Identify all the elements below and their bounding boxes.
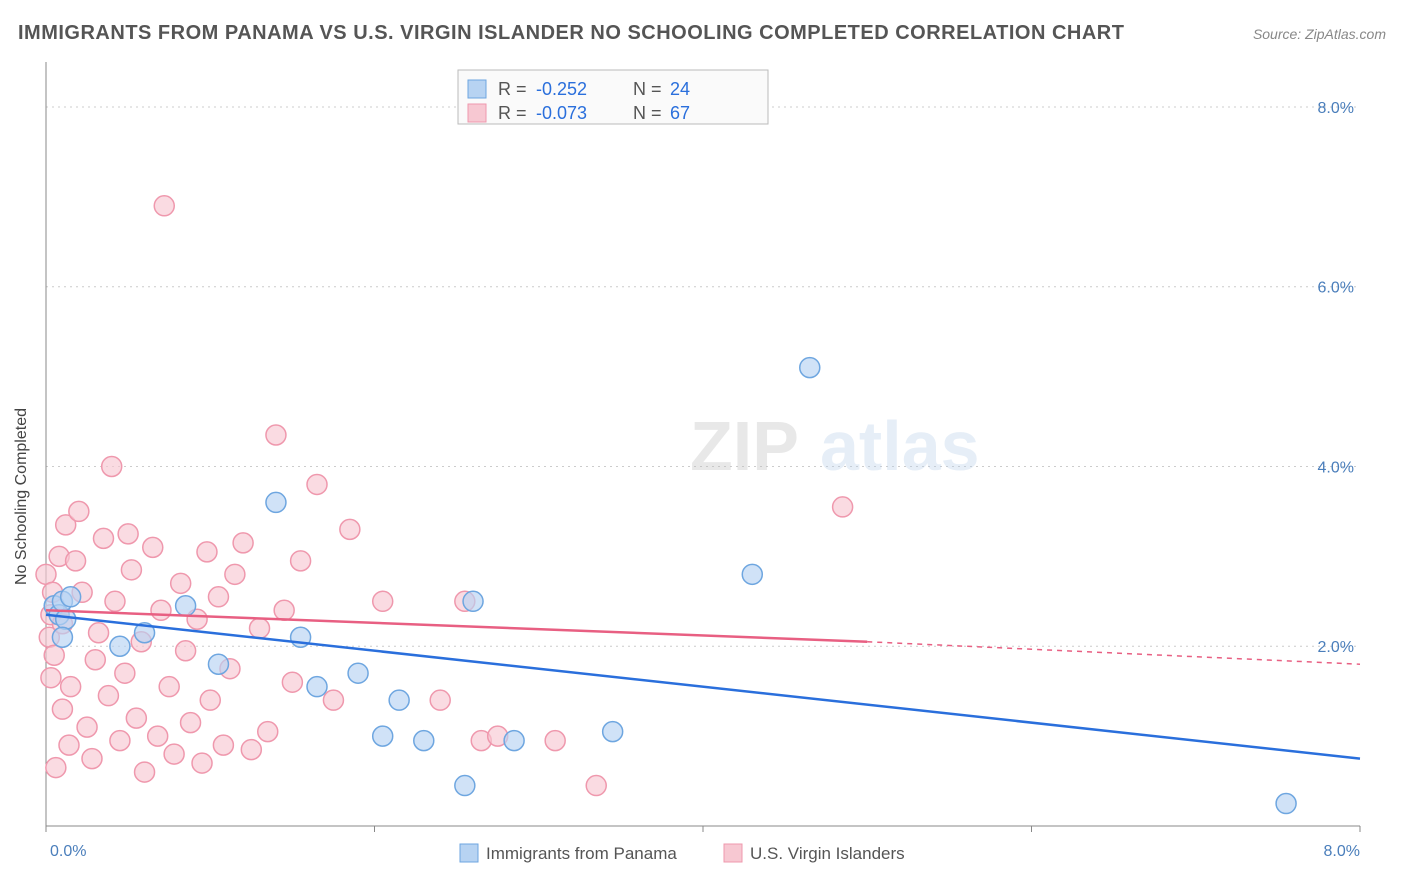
data-point	[135, 762, 155, 782]
data-point	[164, 744, 184, 764]
data-point	[373, 591, 393, 611]
data-point	[93, 528, 113, 548]
data-point	[61, 587, 81, 607]
data-point	[274, 600, 294, 620]
trend-line-extrap	[867, 642, 1360, 664]
data-point	[545, 731, 565, 751]
y-tick-label: 2.0%	[1318, 639, 1354, 656]
data-point	[800, 358, 820, 378]
legend-n-label: N =	[633, 103, 662, 123]
data-point	[66, 551, 86, 571]
legend-r-label: R =	[498, 79, 527, 99]
data-point	[154, 196, 174, 216]
data-point	[200, 690, 220, 710]
y-axis-label: No Schooling Completed	[13, 408, 31, 585]
data-point	[389, 690, 409, 710]
data-point	[307, 474, 327, 494]
legend-swatch	[724, 844, 742, 862]
data-point	[250, 618, 270, 638]
data-point	[148, 726, 168, 746]
data-point	[61, 677, 81, 697]
data-point	[105, 591, 125, 611]
data-point	[82, 749, 102, 769]
data-point	[197, 542, 217, 562]
data-point	[176, 596, 196, 616]
data-point	[159, 677, 179, 697]
data-point	[192, 753, 212, 773]
y-tick-label: 6.0%	[1318, 280, 1354, 297]
data-point	[102, 456, 122, 476]
data-point	[430, 690, 450, 710]
data-point	[213, 735, 233, 755]
data-point	[504, 731, 524, 751]
legend-swatch	[468, 80, 486, 98]
trend-line	[46, 610, 867, 641]
data-point	[115, 663, 135, 683]
data-point	[36, 564, 56, 584]
data-point	[414, 731, 434, 751]
data-point	[98, 686, 118, 706]
watermark: atlas	[820, 407, 980, 485]
data-point	[258, 722, 278, 742]
data-point	[69, 501, 89, 521]
legend-series-label: U.S. Virgin Islanders	[750, 844, 905, 863]
legend-r-value: -0.073	[536, 103, 587, 123]
legend-n-value: 67	[670, 103, 690, 123]
legend-swatch	[468, 104, 486, 122]
data-point	[208, 587, 228, 607]
legend-n-value: 24	[670, 79, 690, 99]
data-point	[266, 425, 286, 445]
data-point	[225, 564, 245, 584]
data-point	[44, 645, 64, 665]
data-point	[171, 573, 191, 593]
data-point	[121, 560, 141, 580]
data-point	[176, 641, 196, 661]
data-point	[833, 497, 853, 517]
data-point	[373, 726, 393, 746]
data-point	[603, 722, 623, 742]
data-point	[742, 564, 762, 584]
data-point	[586, 776, 606, 796]
y-tick-label: 4.0%	[1318, 459, 1354, 476]
data-point	[118, 524, 138, 544]
x-tick-label: 8.0%	[1324, 843, 1360, 860]
data-point	[463, 591, 483, 611]
data-point	[59, 735, 79, 755]
legend-n-label: N =	[633, 79, 662, 99]
data-point	[233, 533, 253, 553]
legend-series-label: Immigrants from Panama	[486, 844, 677, 863]
data-point	[110, 731, 130, 751]
legend-r-label: R =	[498, 103, 527, 123]
data-point	[143, 537, 163, 557]
data-point	[291, 551, 311, 571]
data-point	[307, 677, 327, 697]
legend-swatch	[460, 844, 478, 862]
data-point	[208, 654, 228, 674]
data-point	[340, 519, 360, 539]
data-point	[1276, 794, 1296, 814]
data-point	[151, 600, 171, 620]
data-point	[85, 650, 105, 670]
data-point	[348, 663, 368, 683]
x-tick-label: 0.0%	[50, 843, 86, 860]
legend-r-value: -0.252	[536, 79, 587, 99]
data-point	[282, 672, 302, 692]
data-point	[89, 623, 109, 643]
data-point	[323, 690, 343, 710]
correlation-chart: ZIP atlas 2.0% 4.0% 6.0% 8.0% 0.0% 8.0% R = -0.25…	[0, 0, 1406, 892]
data-point	[266, 492, 286, 512]
data-point	[52, 699, 72, 719]
data-point	[46, 758, 66, 778]
data-point	[181, 713, 201, 733]
y-tick-label: 8.0%	[1318, 100, 1354, 117]
data-point	[455, 776, 475, 796]
data-point	[110, 636, 130, 656]
data-point	[126, 708, 146, 728]
data-point	[52, 627, 72, 647]
data-point	[241, 740, 261, 760]
watermark: ZIP	[690, 407, 799, 485]
data-point	[41, 668, 61, 688]
data-point	[77, 717, 97, 737]
